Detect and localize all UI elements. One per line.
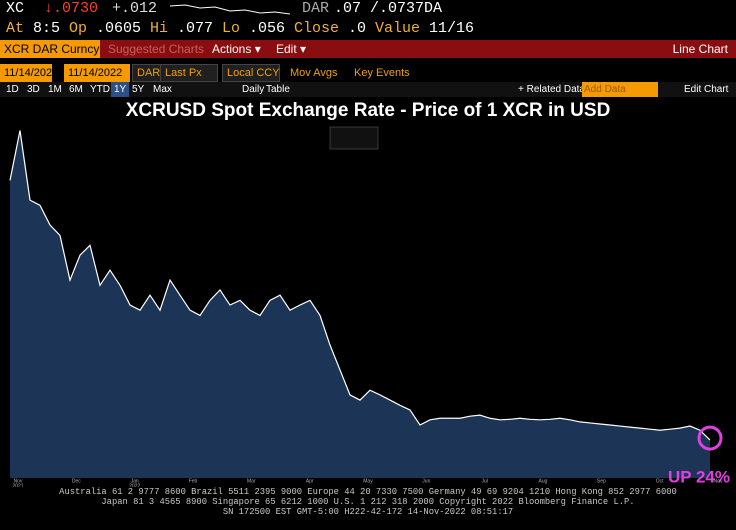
start-date[interactable]: 11/14/2021	[0, 64, 58, 82]
price-line	[9, 130, 711, 441]
area-fill	[10, 130, 710, 478]
footer-line: SN 172500 EST GMT-5:00 H222-42-172 14-No…	[222, 507, 514, 517]
sparkline	[170, 4, 290, 15]
quote-label: Value	[375, 20, 421, 37]
x-tick-label: Jul	[481, 478, 487, 484]
x-tick-label: Nov	[714, 478, 723, 484]
change: +.012	[112, 0, 158, 17]
currency[interactable]: Local CCY	[222, 64, 280, 82]
mov-avgs[interactable]: Mov Avgs	[290, 67, 338, 79]
range-bar: Daily Table + Related Data Add Data Edit…	[0, 82, 736, 97]
range-button[interactable]: 6M	[69, 84, 83, 95]
x-tick-label: Sep	[597, 478, 606, 484]
annotation: UP 24%	[668, 468, 730, 487]
actions-menu[interactable]: Actions ▾	[212, 42, 261, 56]
related-data[interactable]: + Related Data	[518, 84, 585, 95]
quote-line: XC ↓.0730 +.012 DAR .07 /.0737DA	[0, 0, 736, 20]
x-tick-label: Aug	[539, 478, 548, 484]
quote-value: .077	[177, 20, 214, 37]
quote-label: At	[6, 20, 25, 37]
range-button[interactable]: 3D	[27, 84, 40, 95]
range-button[interactable]: 1D	[6, 84, 19, 95]
quote-value: .0605	[96, 20, 142, 37]
field[interactable]: Last Px	[160, 64, 218, 82]
quote-value: 11/16	[429, 20, 475, 37]
edit-chart[interactable]: Edit Chart	[684, 84, 729, 95]
last-price: ↓.0730	[44, 0, 99, 17]
quote-value: 8:5	[33, 20, 61, 37]
x-tick-label: Jun	[422, 478, 430, 484]
range-button[interactable]: 1Y	[111, 82, 130, 97]
related-label: Related Data	[526, 84, 585, 95]
x-tick-label: Feb	[189, 478, 198, 484]
table[interactable]: Table	[266, 84, 290, 95]
x-tick-label: Oct	[656, 478, 664, 484]
bid-ask: .07 /.0737DA	[334, 0, 443, 17]
menu-bar: XCR DAR Curncy Suggested Charts Actions …	[0, 40, 736, 58]
chart: XCRUSD Spot Exchange Rate - Price of 1 X…	[9, 100, 730, 487]
quote-label: Lo	[222, 20, 241, 37]
key-events[interactable]: Key Events	[354, 67, 410, 79]
range-button[interactable]: 1M	[48, 84, 62, 95]
end-date[interactable]: 11/14/2022	[64, 64, 130, 82]
edit-label: Edit	[276, 42, 297, 56]
legend-box	[329, 126, 379, 150]
ticker: XC	[6, 0, 25, 17]
actions-label: Actions	[212, 42, 252, 56]
x-tick-label: Nov	[14, 478, 23, 484]
footer: Australia 61 2 9777 8600 Brazil 5511 239…	[0, 487, 736, 517]
quote-value: .0	[348, 20, 367, 37]
quote-details: At 8:5 Op .0605 Hi .077 Lo .056 Close .0 Value 11/1…	[0, 20, 736, 38]
suggested-charts[interactable]: Suggested Charts	[108, 42, 205, 56]
x-tick-label: Dec	[72, 478, 81, 484]
chart-title: XCRUSD Spot Exchange Rate - Price of 1 X…	[126, 100, 611, 121]
security-field[interactable]: XCR DAR Curncy	[0, 40, 100, 58]
edit-menu[interactable]: Edit ▾	[276, 42, 307, 56]
x-year-label: 2021	[12, 483, 23, 487]
footer-line: Australia 61 2 9777 8600 Brazil 5511 239…	[59, 487, 677, 497]
x-tick-label: Mar	[247, 478, 256, 484]
add-data[interactable]: Add Data	[582, 82, 658, 97]
quote-label: Close	[294, 20, 340, 37]
highlight-circle	[697, 425, 723, 451]
view-name: Line Chart	[672, 42, 728, 56]
range-button[interactable]: YTD	[90, 84, 110, 95]
x-tick-label: May	[363, 478, 373, 484]
quote-value: .056	[249, 20, 286, 37]
x-year-label: 2022	[129, 483, 140, 487]
controls: 11/14/2021 11/14/2022 DAR Last Px Local …	[0, 64, 736, 82]
quote-label: Hi	[150, 20, 169, 37]
quote-label: Op	[69, 20, 88, 37]
x-tick-label: Apr	[306, 478, 314, 484]
x-tick-label: Jan	[131, 478, 139, 484]
frequency[interactable]: Daily	[242, 84, 265, 95]
range-button[interactable]: 5Y	[132, 84, 145, 95]
range-button[interactable]: Max	[153, 84, 172, 95]
source: DAR	[302, 0, 330, 17]
footer-line: Japan 81 3 4565 8900 Singapore 65 6212 1…	[101, 497, 635, 507]
